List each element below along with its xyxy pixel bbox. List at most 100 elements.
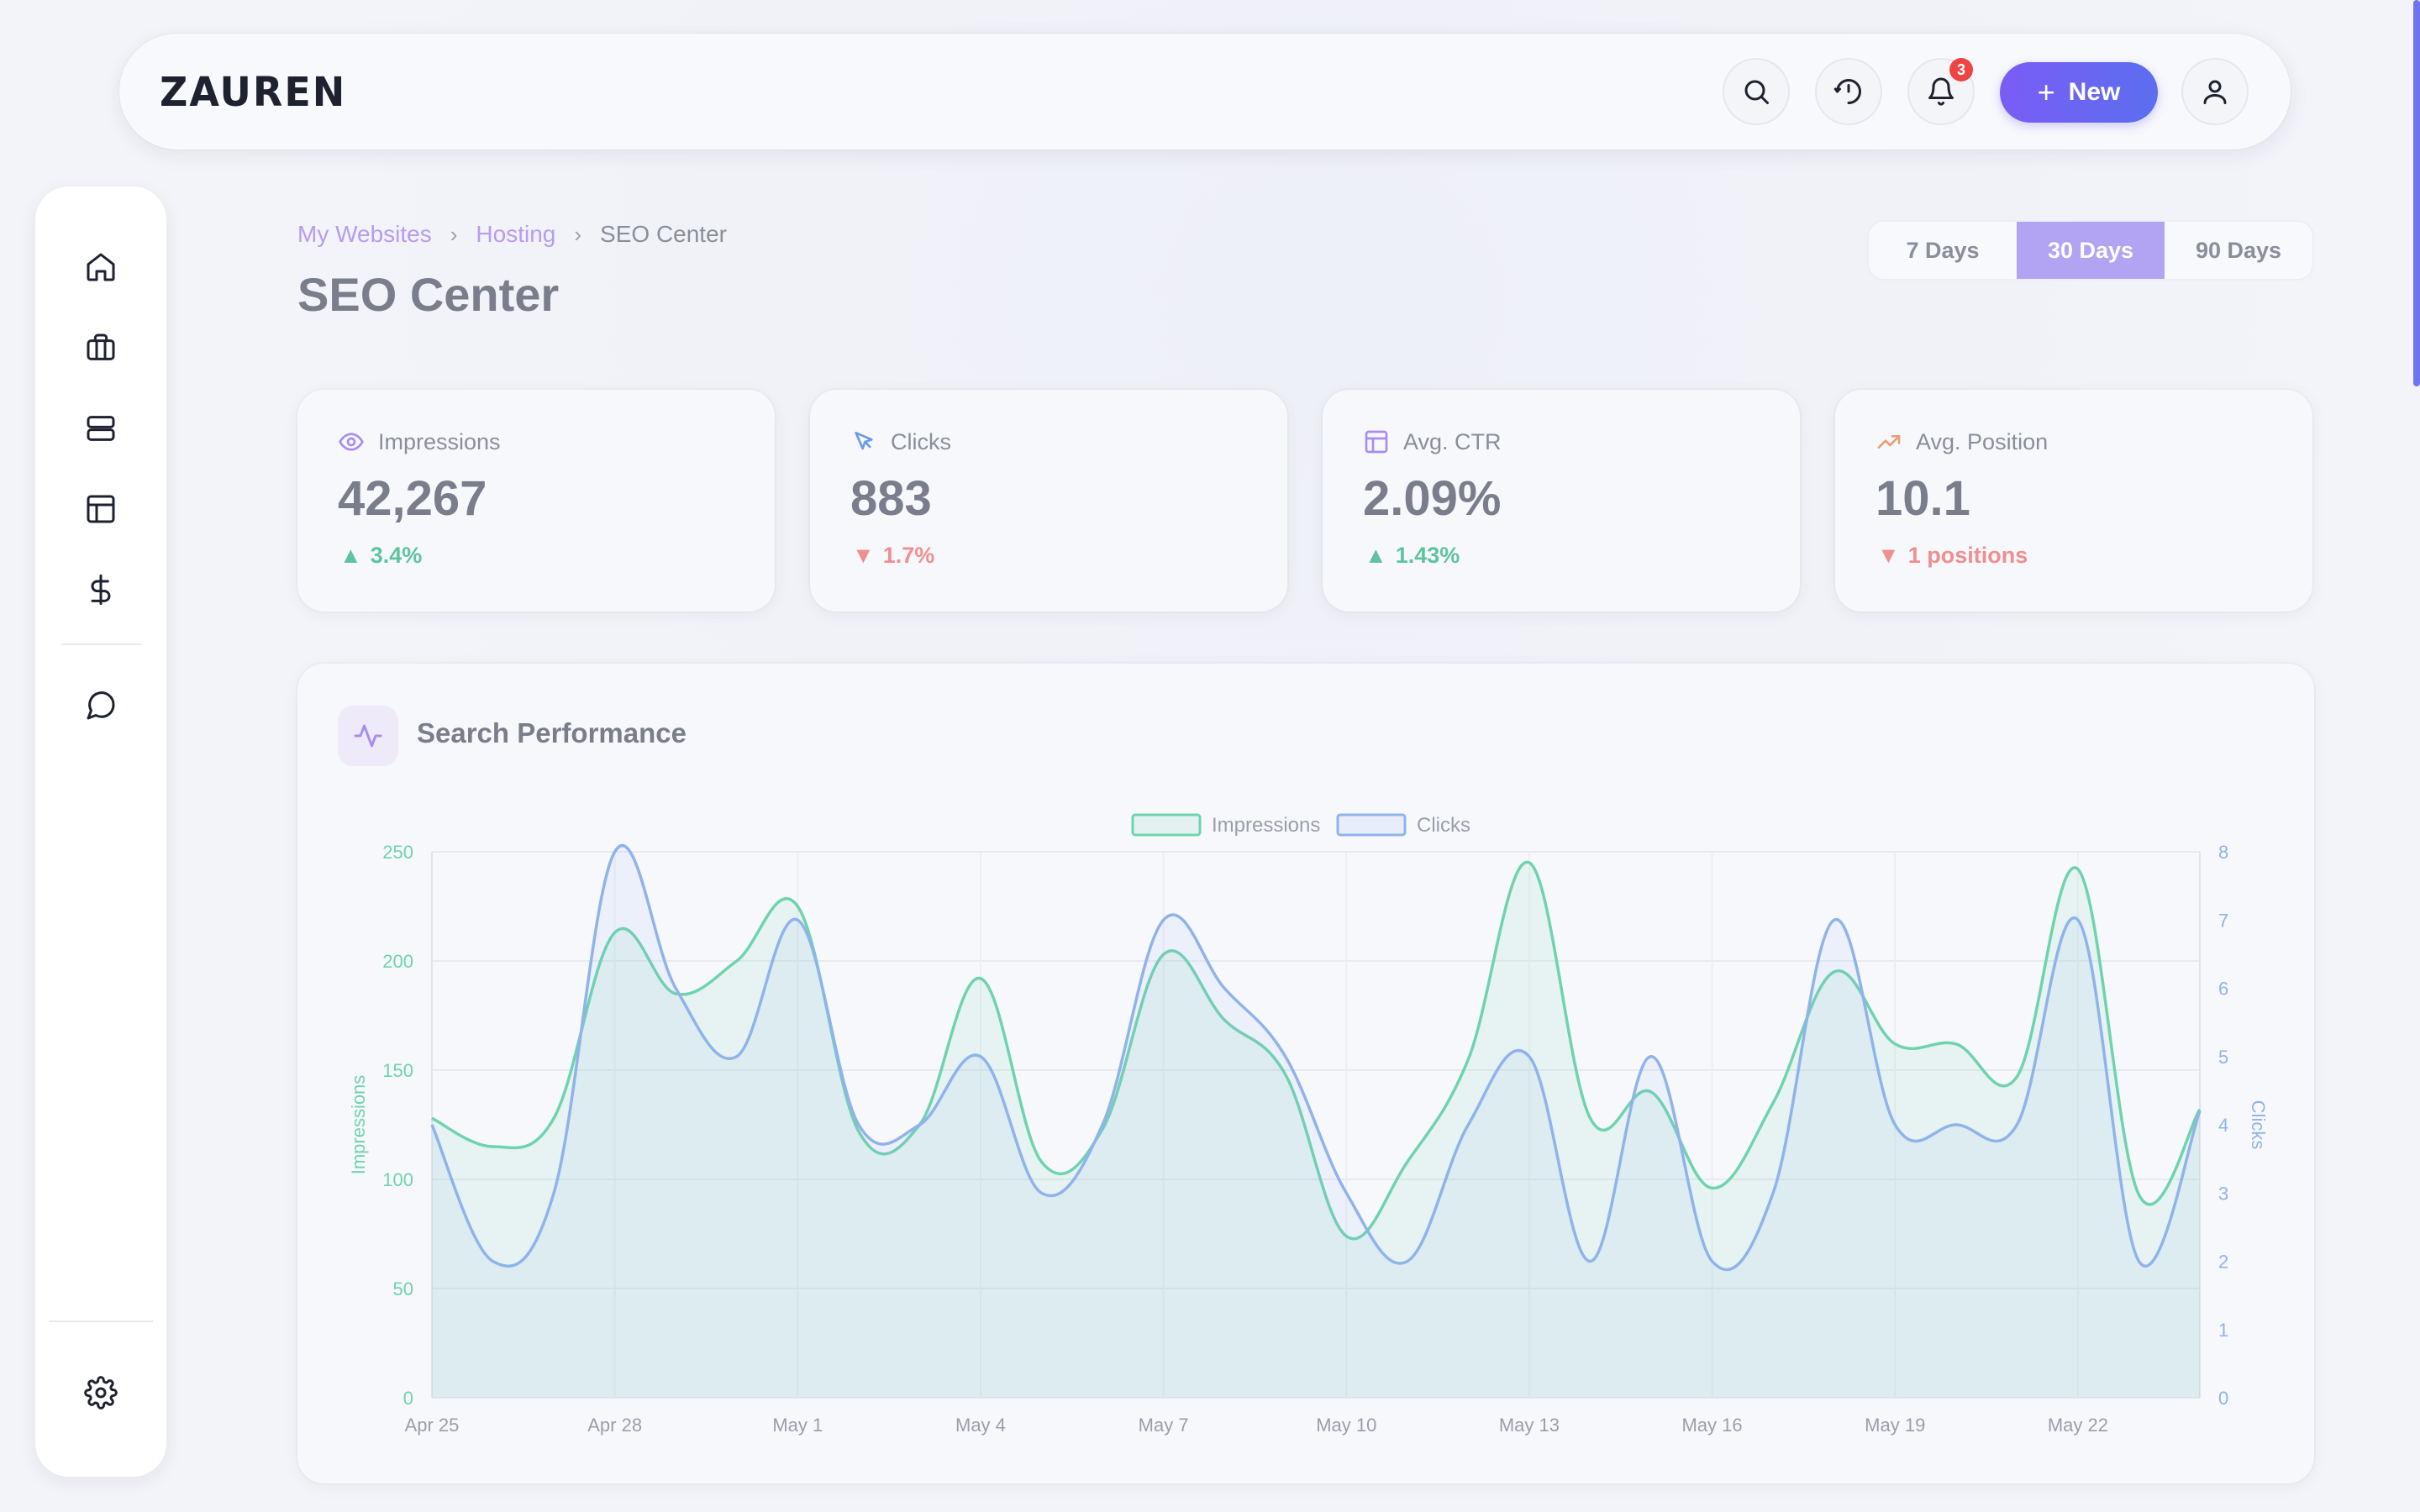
x-tick-label: May 4 [955, 1415, 1006, 1436]
history-icon [1833, 79, 1861, 104]
series-line-clicks [430, 843, 2202, 1272]
y-tick-label-left: 200 [382, 951, 413, 972]
notifications-button[interactable]: 3 [1907, 58, 1975, 125]
arrow-up-icon: ▲ [1365, 543, 1387, 568]
gear-icon [84, 1376, 118, 1410]
y-tick-label-right: 8 [2218, 842, 2228, 863]
y-tick-label-right: 7 [2218, 910, 2228, 931]
range-7-days[interactable]: 7 Days [1906, 237, 1980, 263]
new-button[interactable]: + New [2000, 62, 2158, 123]
plus-icon: + [2037, 75, 2055, 109]
y-tick-label-right: 0 [2218, 1388, 2228, 1409]
search-performance-card: Search Performance 0 50 100 150 200 250 0 1 2 3 4 5… [297, 664, 2314, 1483]
stat-delta: 3.4% [370, 543, 423, 568]
x-tick-label: Apr 25 [405, 1415, 460, 1436]
stat-value: 10.1 [1876, 471, 1970, 526]
search-performance-chart[interactable]: 0 50 100 150 200 250 0 1 2 3 4 5 6 7 8 Apr 25 Apr 28 May … [297, 664, 2314, 1483]
activity-icon [354, 724, 382, 748]
range-90-days[interactable]: 90 Days [2195, 237, 2282, 263]
stat-delta: 1.43% [1395, 543, 1460, 568]
arrow-down-icon: ▼ [852, 543, 875, 568]
bell-icon [1928, 77, 1954, 106]
sidebar-divider [49, 1320, 153, 1322]
x-tick-label: May 1 [772, 1415, 823, 1436]
chart-title: Search Performance [417, 717, 687, 748]
breadcrumb-my-websites[interactable]: My Websites [297, 221, 432, 247]
page-scrollbar[interactable] [2413, 0, 2420, 386]
stat-delta: 1 positions [1907, 543, 2028, 568]
stat-delta: 1.7% [882, 543, 935, 568]
trending-up-icon [1877, 435, 1901, 449]
x-tick-label: May 22 [2048, 1415, 2108, 1436]
stat-label: Avg. CTR [1403, 428, 1502, 454]
y-tick-label-right: 4 [2218, 1115, 2228, 1136]
layout-icon [87, 495, 115, 523]
y-axis-title-left: Impressions [348, 1075, 369, 1175]
y-tick-label-left: 0 [403, 1388, 413, 1409]
top-bar: ZAUREN 3 + New [119, 34, 2291, 150]
new-button-label: New [2068, 78, 2121, 106]
profile-button[interactable] [2181, 58, 2249, 125]
y-tick-label-right: 2 [2218, 1252, 2228, 1273]
series-area-clicks [432, 845, 2200, 1398]
layout-icon [1365, 430, 1388, 454]
stat-value: 2.09% [1363, 471, 1502, 526]
home-icon [87, 253, 115, 281]
stat-card-avg-ctr: Avg. CTR 2.09% ▲ 1.43% [1323, 390, 1800, 612]
y-tick-label-left: 150 [382, 1060, 413, 1081]
history-button[interactable] [1815, 58, 1882, 125]
sidebar-item-servers[interactable] [76, 403, 126, 454]
y-tick-label-right: 1 [2218, 1320, 2228, 1341]
page-title: SEO Center [297, 268, 560, 321]
x-tick-label: May 16 [1682, 1415, 1743, 1436]
legend-swatch-clicks [1336, 813, 1407, 837]
arrow-up-icon: ▲ [339, 543, 362, 568]
app-logo[interactable]: ZAUREN [160, 67, 347, 116]
breadcrumb-separator: › [574, 221, 582, 247]
y-tick-label-left: 100 [382, 1169, 413, 1190]
breadcrumb-hosting[interactable]: Hosting [476, 221, 556, 247]
chat-icon [87, 691, 115, 720]
x-tick-label: May 13 [1499, 1415, 1560, 1436]
stat-label: Avg. Position [1916, 428, 2049, 454]
search-button[interactable] [1723, 58, 1790, 125]
stat-value: 42,267 [338, 471, 487, 526]
y-tick-label-right: 6 [2218, 979, 2228, 1000]
user-icon [2203, 80, 2227, 104]
cursor-icon [855, 432, 873, 450]
notification-badge: 3 [1949, 58, 1973, 81]
sidebar-item-billing[interactable] [76, 564, 126, 615]
x-tick-label: Apr 28 [587, 1415, 642, 1436]
breadcrumb-separator: › [450, 221, 458, 247]
x-tick-label: May 7 [1139, 1415, 1189, 1436]
series-area-impressions [432, 862, 2200, 1398]
y-tick-label-left: 250 [382, 842, 413, 863]
stat-card-avg-position: Avg. Position 10.1 ▼ 1 positions [1835, 390, 2312, 612]
x-tick-label: May 10 [1316, 1415, 1376, 1436]
sidebar-item-briefcase[interactable] [76, 323, 126, 373]
search-icon [1744, 80, 1769, 104]
legend-swatch-impressions [1131, 813, 1202, 837]
x-tick-label: May 19 [1865, 1415, 1925, 1436]
series-line-impressions [431, 860, 2202, 1241]
sidebar-item-chat[interactable] [76, 680, 126, 731]
stat-card-impressions: Impressions 42,267 ▲ 3.4% [297, 390, 775, 612]
sidebar-item-settings[interactable] [76, 1368, 126, 1418]
date-range-selector: 7 Days 30 Days 90 Days [1867, 220, 2314, 281]
y-tick-label-left: 50 [393, 1278, 413, 1299]
stat-label: Impressions [378, 428, 501, 454]
briefcase-icon [87, 333, 115, 360]
range-30-days[interactable]: 30 Days [2017, 222, 2165, 279]
sidebar-divider [60, 643, 141, 645]
stat-card-clicks: Clicks 883 ▼ 1.7% [810, 390, 1287, 612]
sidebar-item-layout[interactable] [76, 484, 126, 534]
y-tick-label-right: 5 [2218, 1047, 2228, 1068]
breadcrumb-current: SEO Center [600, 221, 727, 247]
y-axis-title-right: Clicks [2248, 1100, 2269, 1150]
sidebar-item-home[interactable] [76, 242, 126, 292]
eye-icon [339, 433, 364, 451]
stat-label: Clicks [891, 428, 951, 454]
dollar-icon [91, 574, 111, 606]
stat-value: 883 [850, 471, 932, 526]
breadcrumb: My Websites › Hosting › SEO Center [297, 220, 727, 249]
